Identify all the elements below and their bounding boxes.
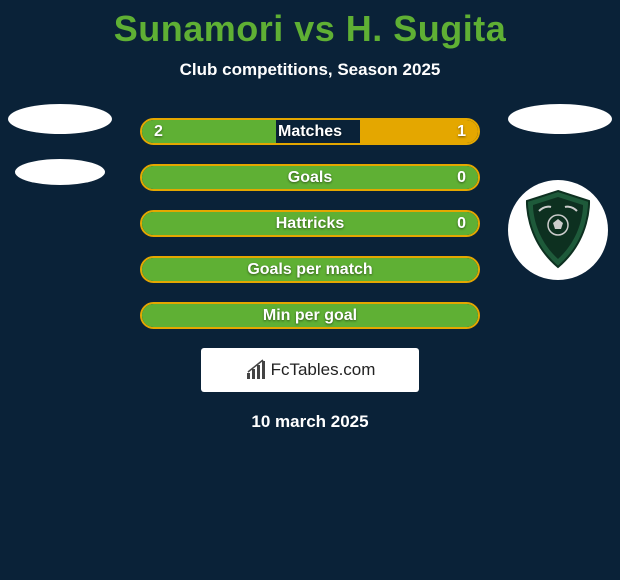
branding-box: FcTables.com [201,348,419,392]
stat-row: Goals per match [140,256,480,283]
player-left-avatar [8,104,112,208]
stat-row: Min per goal [140,302,480,329]
crest-shield-icon [521,189,595,271]
stat-value-right: 0 [457,169,466,187]
stat-label: Hattricks [276,215,344,233]
stat-label: Matches [278,123,342,141]
stats-container: 2 Matches 1 Goals 0 Hattricks 0 Goals per match… [0,118,620,329]
stat-label: Goals per match [247,261,372,279]
page-title: Sunamori vs H. Sugita [0,0,620,50]
stat-label: Min per goal [263,307,357,325]
stat-row: Goals 0 [140,164,480,191]
stat-row: Hattricks 0 [140,210,480,237]
stat-value-right: 1 [457,123,466,141]
branding-text: FcTables.com [271,360,376,380]
avatar-placeholder-icon [8,104,112,208]
chart-icon [245,359,267,381]
date-text: 10 march 2025 [0,412,620,432]
stat-label: Goals [288,169,332,187]
stat-value-left: 2 [154,123,163,141]
stat-value-right: 0 [457,215,466,233]
club-crest-right [508,180,608,280]
stat-row: 2 Matches 1 [140,118,480,145]
subtitle: Club competitions, Season 2025 [0,60,620,80]
